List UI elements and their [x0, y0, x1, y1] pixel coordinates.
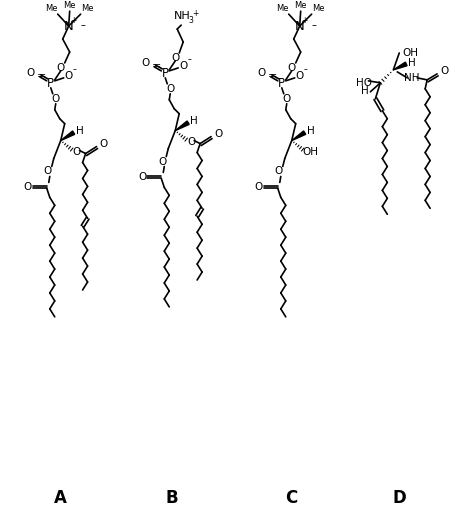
- Text: O: O: [439, 66, 447, 76]
- Text: +: +: [71, 15, 77, 25]
- Text: O: O: [179, 61, 187, 71]
- Text: Me: Me: [312, 4, 324, 13]
- Text: O: O: [158, 156, 166, 167]
- Polygon shape: [175, 121, 189, 131]
- Text: O: O: [166, 84, 174, 94]
- Text: O: O: [282, 94, 290, 104]
- Text: –: –: [72, 65, 76, 75]
- Text: O: O: [24, 182, 32, 192]
- Text: H: H: [360, 86, 368, 96]
- Text: HO: HO: [356, 78, 372, 88]
- Text: 3: 3: [188, 15, 193, 25]
- Text: O: O: [171, 53, 179, 63]
- Polygon shape: [291, 131, 305, 141]
- Text: O: O: [138, 172, 146, 182]
- Text: P: P: [278, 77, 285, 90]
- Text: N: N: [64, 20, 73, 32]
- Polygon shape: [392, 62, 406, 70]
- Text: H: H: [306, 125, 314, 136]
- Text: O: O: [187, 137, 195, 146]
- Text: Me: Me: [46, 4, 58, 13]
- Text: =: =: [37, 71, 46, 81]
- Text: O: O: [257, 68, 265, 78]
- Polygon shape: [61, 131, 75, 141]
- Text: Me: Me: [63, 1, 76, 10]
- Text: O: O: [44, 167, 52, 176]
- Text: A: A: [54, 489, 67, 507]
- Text: +: +: [192, 9, 198, 17]
- Text: OH: OH: [302, 146, 318, 157]
- Text: D: D: [392, 489, 405, 507]
- Text: –: –: [80, 20, 85, 30]
- Text: NH: NH: [404, 73, 419, 83]
- Text: O: O: [295, 71, 303, 81]
- Text: N: N: [294, 20, 304, 32]
- Text: NH: NH: [173, 11, 190, 21]
- Text: H: H: [190, 116, 197, 126]
- Text: OH: OH: [401, 48, 417, 58]
- Text: O: O: [72, 146, 81, 157]
- Text: –: –: [187, 56, 191, 64]
- Text: Me: Me: [294, 1, 306, 10]
- Text: =: =: [268, 71, 277, 81]
- Text: Me: Me: [81, 4, 94, 13]
- Text: O: O: [213, 128, 222, 139]
- Text: –: –: [310, 20, 315, 30]
- Text: O: O: [274, 167, 282, 176]
- Text: B: B: [166, 489, 178, 507]
- Text: O: O: [254, 182, 263, 192]
- Text: –: –: [303, 65, 307, 75]
- Text: H: H: [76, 125, 83, 136]
- Text: +: +: [301, 15, 307, 25]
- Text: O: O: [141, 58, 149, 68]
- Text: O: O: [51, 94, 60, 104]
- Text: O: O: [27, 68, 35, 78]
- Text: C: C: [285, 489, 297, 507]
- Text: O: O: [287, 63, 295, 73]
- Text: Me: Me: [276, 4, 288, 13]
- Text: P: P: [162, 67, 168, 80]
- Text: =: =: [151, 61, 161, 71]
- Text: H: H: [407, 58, 415, 68]
- Text: P: P: [47, 77, 54, 90]
- Text: O: O: [65, 71, 73, 81]
- Text: O: O: [56, 63, 65, 73]
- Text: O: O: [99, 139, 107, 149]
